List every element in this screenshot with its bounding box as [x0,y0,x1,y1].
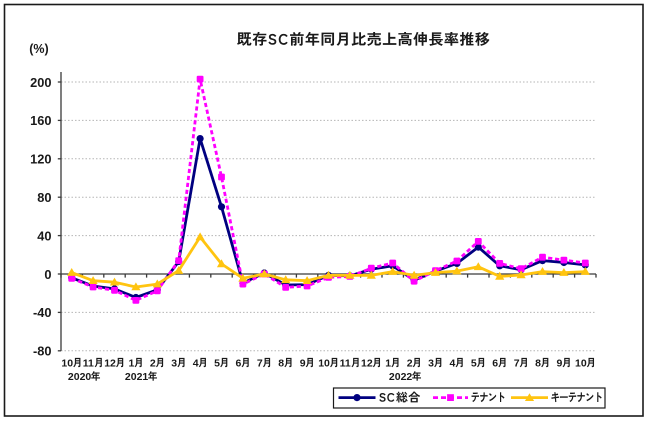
svg-text:-40: -40 [33,305,52,320]
svg-text:12: 12 [361,357,373,369]
svg-text:80: 80 [37,190,51,205]
svg-text:5: 5 [471,357,477,369]
svg-text:4: 4 [450,357,456,369]
svg-text:9: 9 [557,357,563,369]
svg-text:5: 5 [214,357,220,369]
svg-text:160: 160 [30,113,51,128]
svg-text:8: 8 [535,357,541,369]
svg-text:7: 7 [514,357,520,369]
svg-text:1: 1 [129,357,135,369]
svg-text:4: 4 [193,357,199,369]
svg-text:200: 200 [30,75,51,90]
svg-text:12: 12 [104,357,116,369]
svg-text:8: 8 [278,357,284,369]
svg-text:10: 10 [318,357,330,369]
svg-text:3: 3 [428,357,434,369]
svg-text:-80: -80 [33,344,52,359]
svg-text:6: 6 [492,357,498,369]
svg-text:2: 2 [150,357,156,369]
svg-text:(%): (%) [29,42,48,56]
svg-text:10: 10 [575,357,587,369]
svg-text:2022: 2022 [389,371,413,383]
svg-text:120: 120 [30,152,51,167]
svg-text:10: 10 [61,357,73,369]
svg-text:6: 6 [236,357,242,369]
svg-text:9: 9 [300,357,306,369]
svg-text:11: 11 [340,357,351,369]
svg-text:3: 3 [171,357,177,369]
svg-text:2: 2 [407,357,413,369]
svg-text:40: 40 [37,228,51,243]
svg-text:7: 7 [257,357,263,369]
svg-text:1: 1 [385,357,391,369]
svg-text:2021: 2021 [125,371,149,383]
svg-text:0: 0 [44,267,51,282]
svg-text:11: 11 [83,357,94,369]
svg-text:2020: 2020 [68,371,92,383]
